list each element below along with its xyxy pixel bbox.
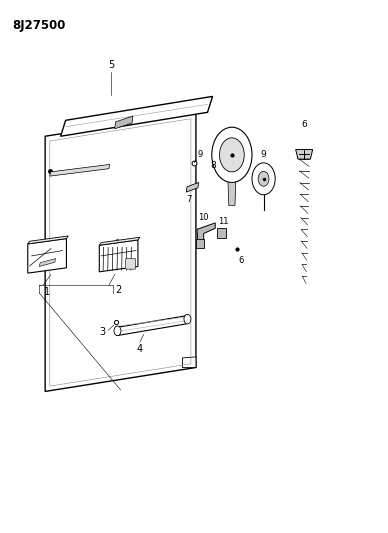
Text: 8J27500: 8J27500 [12, 19, 66, 33]
Polygon shape [117, 316, 188, 336]
Text: 5: 5 [108, 60, 114, 70]
FancyBboxPatch shape [126, 259, 136, 269]
Text: 9: 9 [197, 150, 203, 159]
Polygon shape [99, 240, 138, 272]
Text: 9: 9 [261, 150, 267, 159]
Circle shape [212, 127, 252, 182]
Text: 1: 1 [44, 287, 50, 297]
Text: 6: 6 [301, 120, 307, 130]
Text: 10: 10 [198, 213, 208, 222]
Polygon shape [296, 150, 313, 159]
Text: 4: 4 [137, 344, 143, 354]
Text: 6: 6 [238, 256, 243, 265]
Polygon shape [50, 165, 110, 176]
Circle shape [258, 171, 269, 186]
Text: 3: 3 [100, 327, 106, 337]
Polygon shape [186, 182, 199, 192]
Polygon shape [182, 357, 196, 368]
Polygon shape [61, 96, 213, 136]
Polygon shape [197, 223, 215, 243]
Polygon shape [39, 259, 55, 266]
Circle shape [184, 314, 191, 324]
FancyBboxPatch shape [196, 239, 204, 248]
Circle shape [220, 138, 244, 172]
Polygon shape [99, 237, 140, 245]
Text: 7: 7 [187, 195, 192, 204]
Circle shape [252, 163, 275, 195]
Polygon shape [28, 236, 68, 244]
Circle shape [114, 326, 121, 336]
Polygon shape [228, 182, 236, 205]
Text: 8: 8 [211, 161, 217, 170]
Polygon shape [115, 116, 133, 129]
Text: 2: 2 [116, 285, 122, 295]
Polygon shape [45, 112, 196, 391]
Polygon shape [28, 239, 66, 273]
FancyBboxPatch shape [217, 228, 227, 238]
Text: 11: 11 [218, 216, 229, 225]
